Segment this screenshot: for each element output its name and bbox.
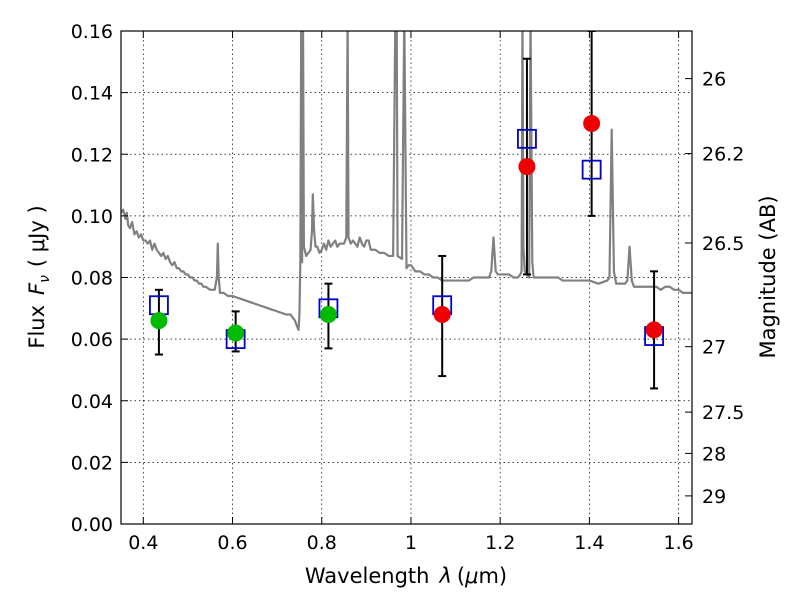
y-tick-label: 0.10 [71,206,113,228]
y-tick-label: 0.14 [71,83,113,105]
x-tick-label: 1.6 [664,532,694,554]
red-point [433,305,451,323]
magnitude-tick-label: 27.5 [702,402,744,424]
red-point [583,114,601,132]
y-tick-label: 0.00 [71,514,113,536]
y-tick-label: 0.06 [71,329,113,351]
grid [121,30,692,525]
y-axis-label: FluxFν( μJy ) [25,205,53,348]
y-tick-label: 0.02 [71,452,113,474]
x-axis-ticks: 0.4 0.6 0.8 1 1.2 1.4 1.6 [128,31,694,554]
model-spectrum-line [121,31,692,331]
magnitude-axis-ticks: 26 26.2 26.5 27 27.5 28 29 [685,69,744,508]
green-markers [150,305,337,342]
x-tick-label: 1 [405,532,417,554]
green-point [227,324,245,342]
x-tick-label: 1.4 [574,532,604,554]
red-point [518,158,536,176]
square-marker [517,128,537,149]
magnitude-tick-label: 26.5 [702,233,744,255]
y-axis-ticks: 0.00 0.02 0.04 0.06 0.08 0.10 0.12 0.14 0.16 [71,21,128,536]
green-point [150,312,168,330]
magnitude-tick-label: 26 [702,69,726,91]
x-tick-label: 0.8 [307,532,337,554]
x-tick-label: 1.2 [485,532,515,554]
red-markers [433,114,663,339]
plot-area [121,31,692,390]
y-tick-label: 0.08 [71,268,113,290]
y-tick-label: 0.16 [71,21,113,43]
x-tick-label: 0.6 [217,532,247,554]
magnitude-tick-label: 29 [702,486,726,508]
y-tick-label: 0.04 [71,391,113,413]
green-point [319,305,337,323]
red-point [645,321,663,339]
magnitude-tick-label: 28 [702,443,726,465]
magnitude-tick-label: 27 [702,337,726,359]
x-tick-label: 0.4 [128,532,158,554]
x-axis-label: Wavelength λ (μm) [305,564,507,588]
magnitude-tick-label: 26.2 [702,144,744,166]
square-marker [581,159,602,180]
magnitude-axis-label: Magnitude (AB) [756,195,780,358]
y-tick-label: 0.12 [71,144,113,166]
